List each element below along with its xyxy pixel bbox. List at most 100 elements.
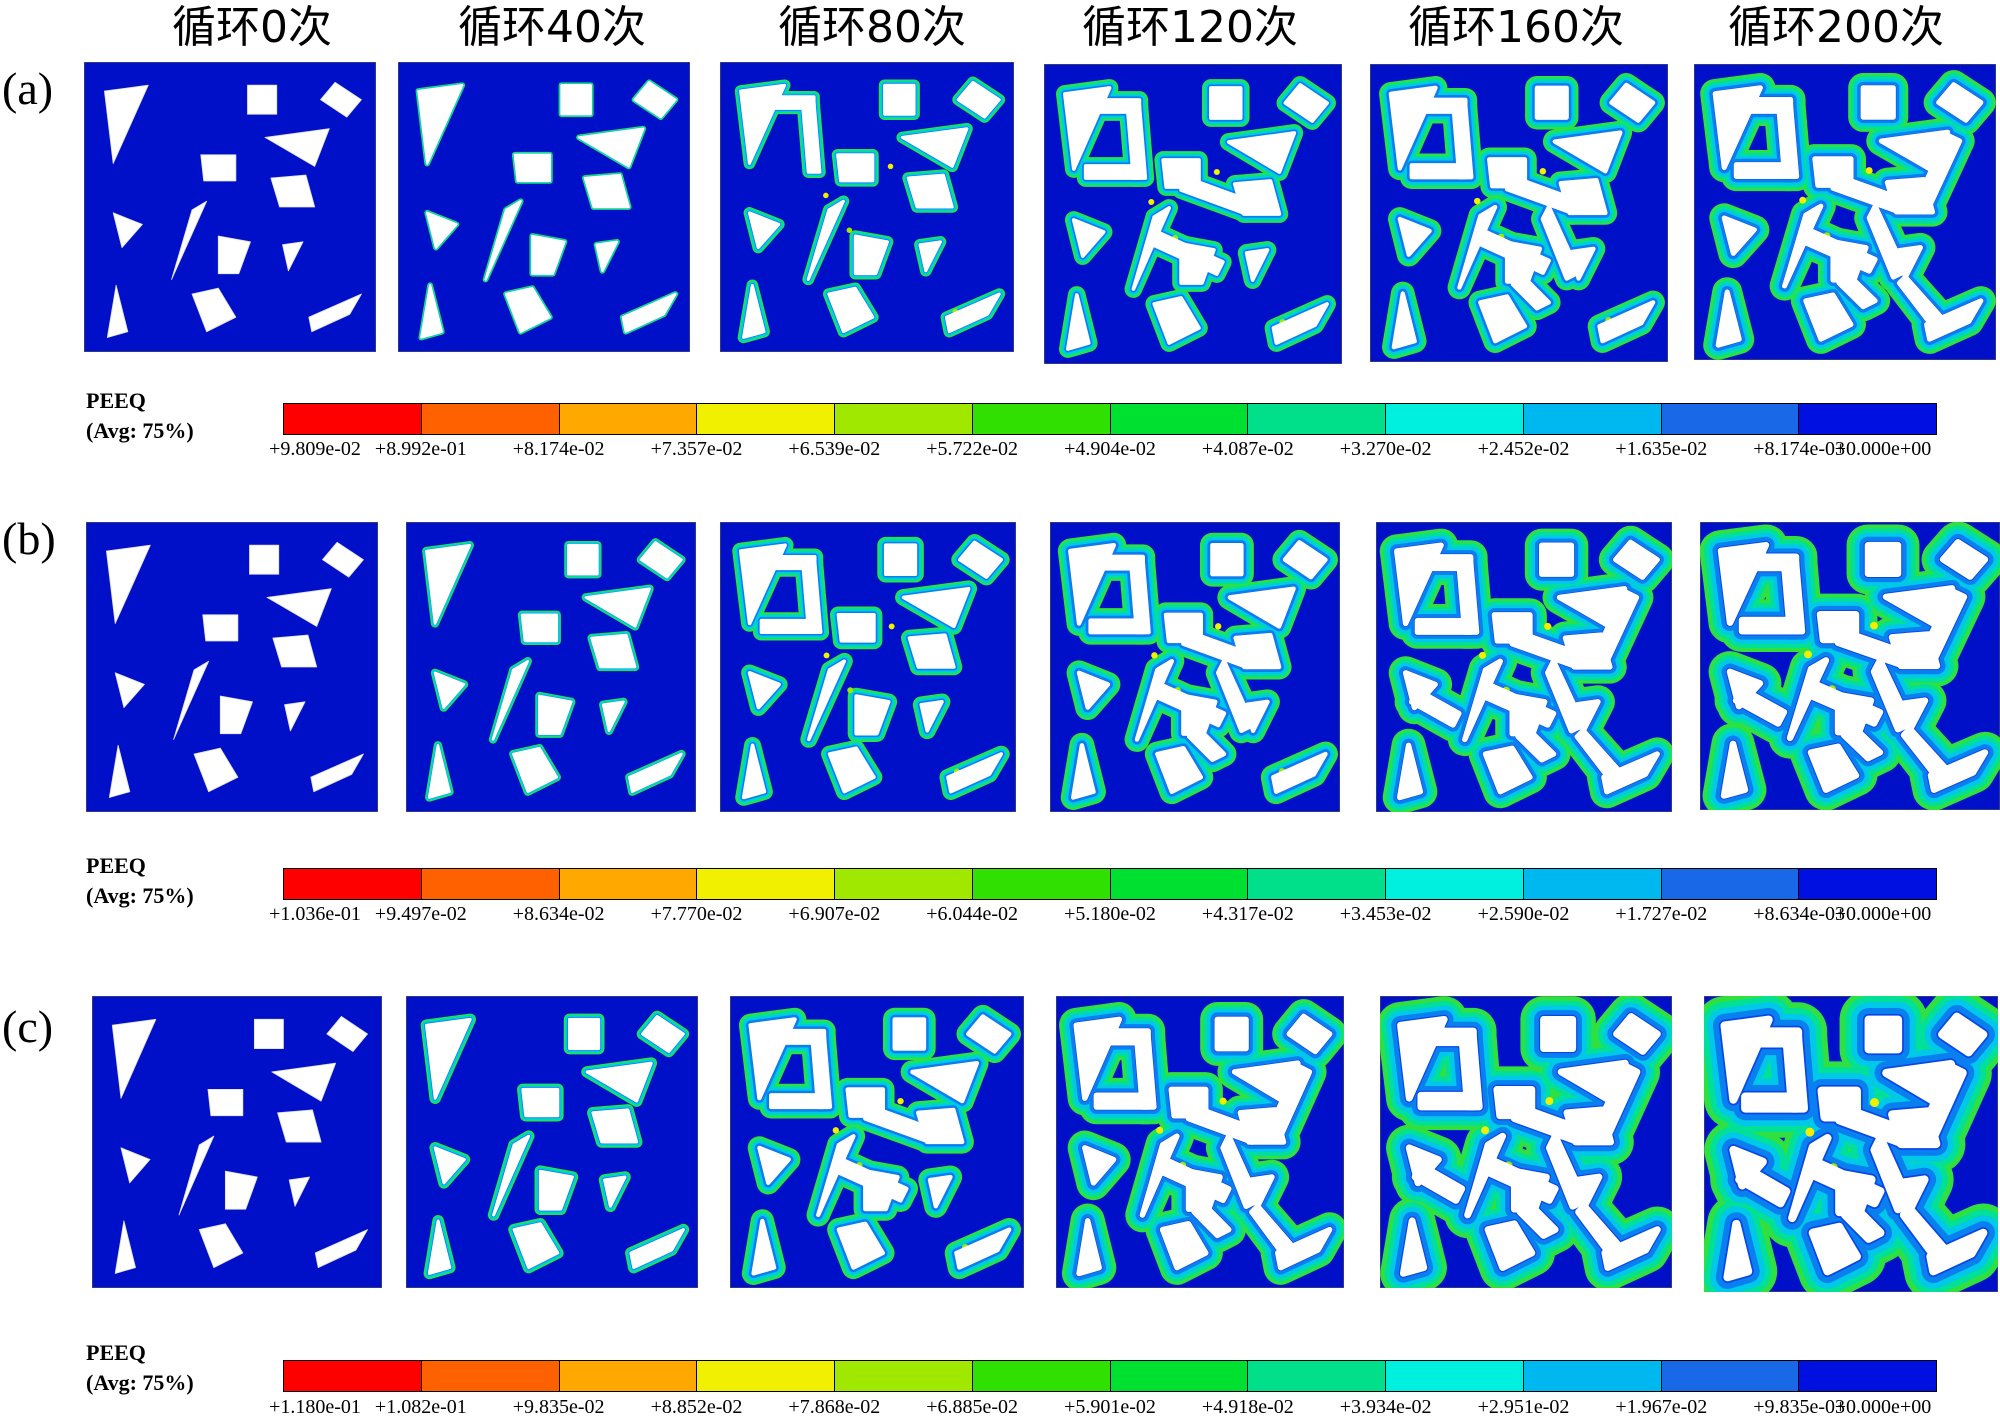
contour-panel-a-5	[1694, 64, 1996, 360]
column-title-1: 循环40次	[458, 2, 646, 53]
legend-b-tick-5: +6.044e-02	[926, 903, 1019, 925]
legend-c-tick-4: +7.868e-02	[788, 1396, 881, 1418]
legend-c-tick-10: +1.967e-02	[1615, 1396, 1708, 1418]
legend-a-tick-0: +9.809e-02	[269, 438, 361, 460]
legend-b-segment-8	[1386, 869, 1524, 899]
column-title-4: 循环160次	[1408, 2, 1624, 53]
contour-panel-c-4	[1380, 996, 1672, 1288]
legend-c-tick-11: +9.835e-03	[1753, 1396, 1846, 1418]
legend-c-tick-5: +6.885e-02	[926, 1396, 1019, 1418]
legend-b-segment-1	[421, 869, 560, 899]
legend-b-segment-10	[1661, 869, 1800, 899]
legend-c-segment-5	[972, 1361, 1111, 1391]
legend-a-segment-3	[697, 404, 835, 434]
legend-a-tick-1: +8.992e-01	[374, 438, 467, 460]
legend-c-segment-8	[1386, 1361, 1524, 1391]
column-title-2: 循环80次	[778, 2, 966, 53]
column-title-0: 循环0次	[172, 2, 332, 53]
legend-c-tick-6: +5.901e-02	[1064, 1396, 1156, 1418]
legend-b-tick-4: +6.907e-02	[788, 903, 881, 925]
legend-c-segment-1	[421, 1361, 560, 1391]
legend-a-tick-4: +6.539e-02	[788, 438, 881, 460]
legend-c-title: PEEQ (Avg: 75%)	[86, 1338, 194, 1398]
legend-c-segment-7	[1248, 1361, 1386, 1391]
legend-a-segment-9	[1523, 404, 1662, 434]
contour-panel-a-1	[398, 62, 690, 352]
legend-a-tick-10: +1.635e-02	[1615, 438, 1708, 460]
legend-a-segment-7	[1248, 404, 1386, 434]
legend-b-tick-1: +9.497e-02	[374, 903, 467, 925]
legend-c-segment-0	[284, 1361, 422, 1391]
contour-panel-a-4	[1370, 64, 1668, 362]
legend-a-segment-11	[1799, 404, 1936, 434]
legend-a-tick-8: +3.270e-02	[1339, 438, 1432, 460]
legend-b-avg: (Avg: 75%)	[86, 883, 194, 908]
legend-b-segment-2	[559, 869, 698, 899]
legend-a-tick-6: +4.904e-02	[1064, 438, 1156, 460]
legend-a-colorbar	[283, 403, 1937, 435]
legend-b-tick-8: +3.453e-02	[1339, 903, 1432, 925]
contour-panel-c-5	[1704, 996, 1998, 1292]
contour-panel-b-3	[1050, 522, 1340, 812]
legend-c-segment-10	[1661, 1361, 1800, 1391]
legend-b-segment-4	[835, 869, 973, 899]
contour-panel-c-3	[1056, 996, 1344, 1288]
legend-a-label: PEEQ	[86, 388, 146, 413]
legend-b-segment-6	[1110, 869, 1249, 899]
legend-a-segment-4	[835, 404, 973, 434]
legend-a-tick-5: +5.722e-02	[926, 438, 1019, 460]
legend-b-segment-9	[1523, 869, 1662, 899]
legend-b-segment-5	[972, 869, 1111, 899]
legend-b-segment-7	[1248, 869, 1386, 899]
legend-c-colorbar	[283, 1360, 1937, 1392]
contour-panel-b-4	[1376, 522, 1672, 812]
legend-c-segment-3	[697, 1361, 835, 1391]
legend-c-tick-2: +9.835e-02	[512, 1396, 605, 1418]
legend-b-tick-2: +8.634e-02	[512, 903, 605, 925]
legend-b-title: PEEQ (Avg: 75%)	[86, 851, 194, 911]
legend-b-segment-3	[697, 869, 835, 899]
legend-b-tick-6: +5.180e-02	[1064, 903, 1156, 925]
legend-c-segment-2	[559, 1361, 698, 1391]
legend-b-label: PEEQ	[86, 853, 146, 878]
legend-b-tick-7: +4.317e-02	[1201, 903, 1294, 925]
legend-a-title: PEEQ (Avg: 75%)	[86, 386, 194, 446]
legend-b-tick-3: +7.770e-02	[650, 903, 743, 925]
legend-b-segment-11	[1799, 869, 1936, 899]
legend-c-tick-9: +2.951e-02	[1477, 1396, 1570, 1418]
contour-panel-a-0	[84, 62, 376, 352]
legend-c-segment-11	[1799, 1361, 1936, 1391]
legend-a-segment-2	[559, 404, 698, 434]
legend-b-tick-9: +2.590e-02	[1477, 903, 1570, 925]
contour-panel-a-3	[1044, 64, 1342, 364]
contour-panel-b-0	[86, 522, 378, 812]
row-label-c: (c)	[2, 1001, 54, 1052]
row-label-b: (b)	[2, 513, 56, 564]
legend-a-avg: (Avg: 75%)	[86, 418, 194, 443]
legend-c-tick-1: +1.082e-01	[374, 1396, 467, 1418]
contour-panel-c-0	[92, 996, 382, 1288]
contour-panel-b-2	[720, 522, 1016, 812]
contour-panel-b-5	[1700, 522, 2000, 810]
legend-a-tick-3: +7.357e-02	[650, 438, 743, 460]
legend-a-segment-5	[972, 404, 1111, 434]
legend-b-tick-11: +8.634e-03	[1753, 903, 1846, 925]
legend-a-segment-6	[1110, 404, 1249, 434]
contour-panel-c-2	[730, 996, 1024, 1288]
legend-a-tick-2: +8.174e-02	[512, 438, 605, 460]
legend-c-segment-6	[1110, 1361, 1249, 1391]
contour-panel-b-1	[406, 522, 696, 812]
legend-c-tick-3: +8.852e-02	[650, 1396, 743, 1418]
legend-c-label: PEEQ	[86, 1340, 146, 1365]
legend-a-tick-7: +4.087e-02	[1201, 438, 1294, 460]
legend-c-tick-8: +3.934e-02	[1339, 1396, 1432, 1418]
legend-b-colorbar	[283, 868, 1937, 900]
legend-a-segment-8	[1386, 404, 1524, 434]
legend-b-segment-0	[284, 869, 422, 899]
legend-c-tick-7: +4.918e-02	[1201, 1396, 1294, 1418]
legend-a-segment-10	[1661, 404, 1800, 434]
legend-b-tick-0: +1.036e-01	[269, 903, 361, 925]
legend-a-segment-0	[284, 404, 422, 434]
legend-a-tick-9: +2.452e-02	[1477, 438, 1570, 460]
contour-panel-a-2	[720, 62, 1014, 352]
